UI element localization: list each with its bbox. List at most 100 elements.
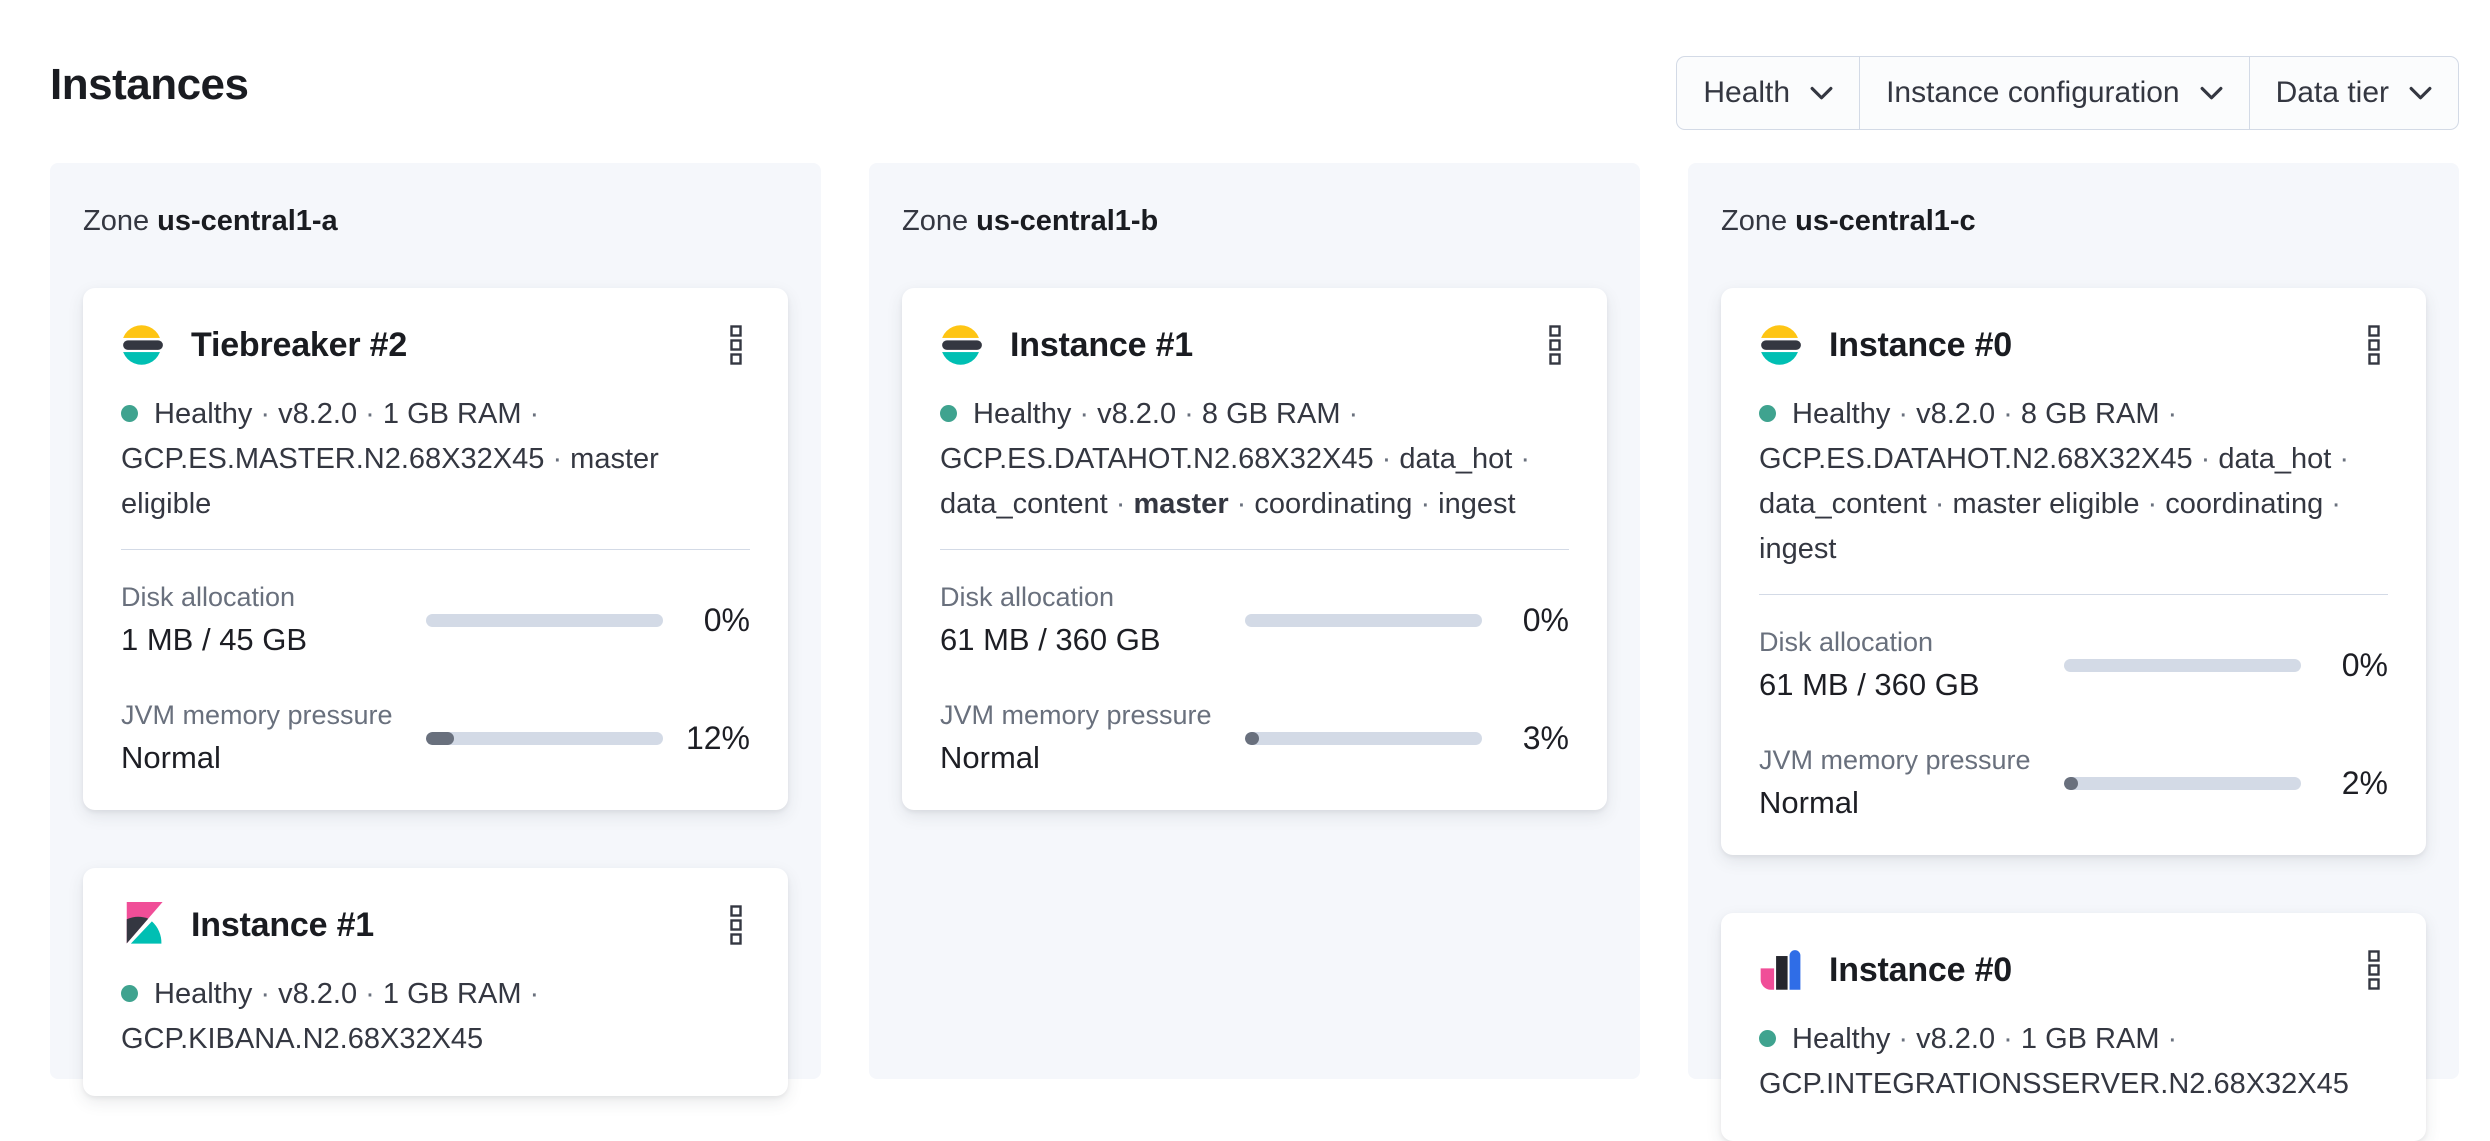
instance-menu-button[interactable] bbox=[723, 320, 750, 370]
instance-health-text: Healthy · v8.2.0 · 1 GB RAM · GCP.INTEGR… bbox=[1759, 1023, 2349, 1100]
instance-title: Tiebreaker #2 bbox=[191, 325, 408, 364]
kibana-logo-icon bbox=[121, 902, 167, 948]
health-segment: 1 GB RAM bbox=[382, 978, 522, 1010]
health-separator: · bbox=[521, 398, 540, 430]
metric-label: JVM memory pressure bbox=[121, 700, 393, 730]
chevron-down-icon bbox=[1810, 86, 1833, 99]
health-separator: · bbox=[1373, 443, 1400, 475]
health-segment: ingest bbox=[1438, 488, 1516, 520]
health-segment: data_content bbox=[940, 488, 1108, 520]
metric-value: 61 MB / 360 GB bbox=[940, 622, 1161, 657]
metric-progress-fill bbox=[2064, 776, 2078, 790]
filter-button-health[interactable]: Health bbox=[1677, 57, 1861, 129]
metric-label: Disk allocation bbox=[940, 582, 1115, 612]
metric-progress-fill bbox=[1245, 731, 1259, 745]
instance-health: Healthy · v8.2.0 · 8 GB RAM · GCP.ES.DAT… bbox=[940, 392, 1569, 527]
metric-percent: 0% bbox=[1522, 601, 1569, 638]
zone-cards: Instance #1 Healthy · v8.2.0 · 8 GB RAM … bbox=[902, 288, 1607, 810]
metric-percent: 0% bbox=[703, 601, 750, 638]
health-separator: · bbox=[357, 978, 383, 1010]
health-segment: 8 GB RAM bbox=[1201, 398, 1341, 430]
health-segment: master eligible bbox=[1952, 488, 2140, 520]
elasticsearch-logo-icon bbox=[1759, 322, 1805, 368]
health-segment: coordinating bbox=[2165, 488, 2324, 520]
metric-row: JVM memory pressure Normal 12% bbox=[121, 700, 750, 776]
zone-label: Zone bbox=[83, 205, 150, 237]
health-segment: ingest bbox=[1759, 533, 1837, 565]
metric-row: JVM memory pressure Normal 2% bbox=[1759, 745, 2388, 821]
metric-value: 61 MB / 360 GB bbox=[1759, 667, 1980, 702]
metric-label: JVM memory pressure bbox=[940, 700, 1212, 730]
zone-name: us-central1-c bbox=[1795, 205, 1976, 237]
instance-title: Instance #1 bbox=[191, 905, 375, 944]
health-separator: · bbox=[2192, 443, 2219, 475]
filter-button-data-tier[interactable]: Data tier bbox=[2250, 57, 2458, 129]
health-segment: coordinating bbox=[1254, 488, 1413, 520]
health-segment: 8 GB RAM bbox=[2020, 398, 2160, 430]
health-segment: Healthy bbox=[154, 978, 253, 1010]
elasticsearch-logo-icon bbox=[940, 322, 986, 368]
instance-card-header: Tiebreaker #2 bbox=[121, 320, 750, 370]
kebab-menu-icon bbox=[2368, 325, 2380, 365]
health-segment: v8.2.0 bbox=[278, 978, 358, 1010]
filter-button-label: Instance configuration bbox=[1886, 76, 2180, 109]
health-separator: · bbox=[357, 398, 383, 430]
health-separator: · bbox=[1340, 398, 1359, 430]
instance-menu-button[interactable] bbox=[723, 900, 750, 950]
metric-value: 1 MB / 45 GB bbox=[121, 622, 308, 657]
instance-health-text: Healthy · v8.2.0 · 8 GB RAM · GCP.ES.DAT… bbox=[940, 398, 1530, 520]
card-divider bbox=[121, 549, 750, 550]
health-separator: · bbox=[521, 978, 540, 1010]
zone-cards: Instance #0 Healthy · v8.2.0 · 8 GB RAM … bbox=[1721, 288, 2426, 1141]
instance-title: Instance #0 bbox=[1829, 325, 2013, 364]
metric-value: Normal bbox=[1759, 785, 1859, 820]
health-separator: · bbox=[1926, 488, 1953, 520]
instance-health: Healthy · v8.2.0 · 1 GB RAM · GCP.INTEGR… bbox=[1759, 1017, 2388, 1107]
metric-label: Disk allocation bbox=[1759, 627, 1934, 657]
filter-button-label: Data tier bbox=[2275, 76, 2389, 109]
health-separator: · bbox=[1890, 398, 1917, 430]
instance-health: Healthy · v8.2.0 · 1 GB RAM · GCP.ES.MAS… bbox=[121, 392, 750, 527]
health-segment: master bbox=[1133, 488, 1229, 520]
health-segment: 1 GB RAM bbox=[382, 398, 522, 430]
zone-panel: Zone us-central1-b Instance #1 Healthy ·… bbox=[869, 163, 1640, 1079]
instance-health-text: Healthy · v8.2.0 · 8 GB RAM · GCP.ES.DAT… bbox=[1759, 398, 2349, 565]
health-segment: Healthy bbox=[1792, 398, 1891, 430]
instance-card-header: Instance #0 bbox=[1759, 320, 2388, 370]
health-separator: · bbox=[1995, 398, 2021, 430]
instance-menu-button[interactable] bbox=[2361, 320, 2388, 370]
health-segment: master eligible bbox=[121, 443, 659, 520]
instance-card: Tiebreaker #2 Healthy · v8.2.0 · 1 GB RA… bbox=[83, 288, 788, 810]
kebab-menu-icon bbox=[1549, 325, 1561, 365]
metric-progress-bar bbox=[426, 731, 663, 745]
health-segment: GCP.ES.MASTER.N2.68X32X45 bbox=[121, 443, 545, 475]
metric-row: Disk allocation 61 MB / 360 GB 0% bbox=[1759, 627, 2388, 703]
health-separator: · bbox=[544, 443, 571, 475]
health-segment: GCP.ES.DATAHOT.N2.68X32X45 bbox=[940, 443, 1374, 475]
metric-percent: 12% bbox=[685, 719, 750, 756]
integrations-server-logo-icon bbox=[1759, 947, 1805, 993]
health-separator: · bbox=[1512, 443, 1530, 475]
instance-card: Instance #1 Healthy · v8.2.0 · 1 GB RAM … bbox=[83, 868, 788, 1096]
instance-health: Healthy · v8.2.0 · 8 GB RAM · GCP.ES.DAT… bbox=[1759, 392, 2388, 572]
filter-button-label: Health bbox=[1703, 76, 1791, 109]
zone-panel: Zone us-central1-c Instance #0 Healthy ·… bbox=[1688, 163, 2459, 1141]
instance-menu-button[interactable] bbox=[2361, 945, 2388, 995]
instance-card-header: Instance #0 bbox=[1759, 945, 2388, 995]
zone-header: Zone us-central1-a bbox=[83, 205, 788, 238]
filter-group: Health Instance configuration Data tier bbox=[1676, 56, 2459, 130]
health-segment: Healthy bbox=[1792, 1023, 1891, 1055]
health-separator: · bbox=[2139, 488, 2166, 520]
instance-health-text: Healthy · v8.2.0 · 1 GB RAM · GCP.KIBANA… bbox=[121, 978, 539, 1055]
filter-button-instance-configuration[interactable]: Instance configuration bbox=[1860, 57, 2250, 129]
health-dot-icon bbox=[1759, 404, 1776, 422]
zone-name: us-central1-b bbox=[976, 205, 1159, 237]
metric-label: JVM memory pressure bbox=[1759, 745, 2031, 775]
instance-menu-button[interactable] bbox=[1542, 320, 1569, 370]
instance-health: Healthy · v8.2.0 · 1 GB RAM · GCP.KIBANA… bbox=[121, 972, 750, 1062]
zones-container: Zone us-central1-a Tiebreaker #2 Healthy… bbox=[0, 163, 2490, 1141]
metric-label: Disk allocation bbox=[121, 582, 296, 612]
health-segment: GCP.INTEGRATIONSSERVER.N2.68X32X45 bbox=[1759, 1068, 2349, 1100]
health-segment: Healthy bbox=[154, 398, 253, 430]
metric-value: Normal bbox=[121, 740, 221, 775]
